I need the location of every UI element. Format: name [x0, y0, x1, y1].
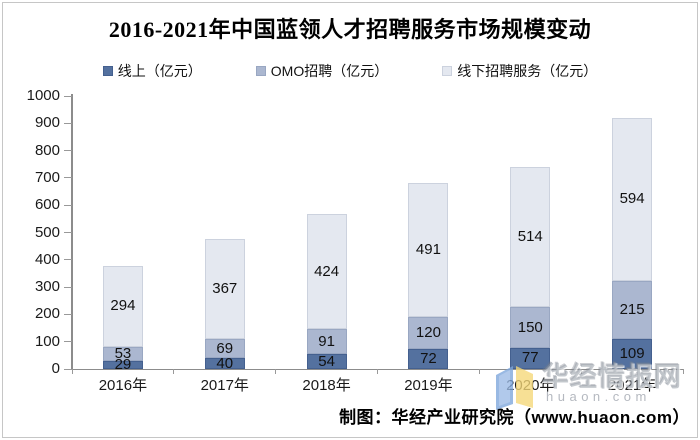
- x-tick-mark: [377, 369, 378, 374]
- legend: 线上（亿元） OMO招聘（亿元） 线下招聘服务（亿元）: [0, 61, 700, 81]
- bar-segment-2: [510, 166, 551, 308]
- bar-value-label: 69: [216, 339, 234, 357]
- bar-value-label: 40: [216, 354, 234, 372]
- legend-swatch-icon: [255, 66, 266, 76]
- y-tick-label: 800: [34, 141, 60, 159]
- y-tick-label: 0: [51, 360, 60, 377]
- legend-label: 线上（亿元）: [117, 63, 202, 79]
- y-tick-label: 200: [34, 305, 60, 323]
- bar-segment-0: [612, 339, 653, 369]
- y-tick-mark: [64, 122, 72, 124]
- bar-value-label: 150: [517, 318, 543, 336]
- x-category-label: 2021年: [607, 377, 657, 394]
- y-tick-mark: [64, 313, 72, 315]
- y-tick-label: 500: [34, 223, 60, 241]
- y-tick-mark: [64, 368, 72, 370]
- bar-value-label: 514: [517, 227, 543, 245]
- y-tick-label: 300: [34, 278, 60, 296]
- y-tick-label: 600: [34, 196, 60, 214]
- legend-item-2: 线下招聘服务（亿元）: [442, 61, 597, 81]
- bar-segment-2: [204, 239, 245, 340]
- y-tick-mark: [64, 204, 72, 206]
- bar-value-label: 120: [415, 323, 441, 341]
- x-tick-mark: [173, 369, 175, 374]
- bar-segment-1: [306, 329, 347, 355]
- bar-segment-0: [306, 354, 347, 369]
- bar-value-label: 72: [420, 350, 437, 368]
- y-tick-label: 900: [34, 114, 60, 132]
- bar-segment-2: [306, 213, 347, 330]
- bar-value-label: 77: [521, 349, 539, 367]
- y-tick-mark: [64, 259, 72, 261]
- x-tick-mark: [478, 369, 480, 374]
- bar-segment-1: [102, 346, 143, 362]
- legend-label: 线下招聘服务（亿元）: [457, 63, 598, 79]
- x-category-label: 2016年: [98, 377, 148, 394]
- bar-segment-2: [102, 266, 143, 347]
- bar-value-label: 215: [619, 300, 645, 318]
- bar-segment-0: [102, 361, 143, 369]
- y-tick-mark: [64, 150, 72, 152]
- bar-value-label: 294: [110, 297, 136, 315]
- y-tick-label: 400: [34, 250, 60, 268]
- bar-segment-0: [204, 358, 245, 369]
- x-category-label: 2020年: [506, 377, 555, 394]
- x-tick-mark: [275, 369, 277, 374]
- x-tick-mark: [682, 369, 684, 374]
- bar-segment-1: [408, 316, 449, 350]
- legend-swatch-icon: [442, 66, 453, 76]
- bar-value-label: 594: [619, 190, 645, 208]
- credit-line: 制图：华经产业研究院（www.huaon.com）: [339, 408, 690, 427]
- bar-segment-1: [510, 307, 551, 348]
- y-tick-mark: [64, 177, 72, 179]
- x-category-label: 2019年: [404, 377, 453, 394]
- y-tick-mark: [64, 341, 72, 343]
- legend-item-0: 线上（亿元）: [102, 61, 202, 81]
- legend-item-1: OMO招聘（亿元）: [255, 61, 389, 81]
- bar-value-label: 109: [619, 345, 645, 363]
- legend-swatch-icon: [102, 66, 113, 76]
- y-tick-label: 1000: [26, 87, 60, 104]
- bar-segment-1: [204, 339, 245, 359]
- x-tick-mark: [580, 369, 582, 374]
- bar-value-label: 91: [318, 332, 335, 350]
- bar-segment-2: [612, 118, 653, 281]
- bar-value-label: 29: [114, 356, 132, 374]
- bar-segment-0: [408, 349, 449, 369]
- bar-value-label: 54: [318, 352, 335, 370]
- y-tick-mark: [64, 232, 72, 233]
- y-tick-label: 700: [34, 168, 60, 186]
- bar-value-label: 53: [114, 344, 132, 362]
- x-tick-mark: [71, 369, 73, 374]
- bar-value-label: 367: [212, 280, 238, 298]
- y-tick-mark: [64, 286, 72, 288]
- bar-value-label: 424: [314, 262, 340, 280]
- bar-segment-2: [408, 182, 449, 317]
- bar-value-label: 491: [415, 240, 441, 258]
- legend-label: OMO招聘（亿元）: [270, 63, 389, 79]
- x-category-label: 2018年: [302, 377, 351, 394]
- y-tick-mark: [64, 95, 72, 97]
- x-category-label: 2017年: [200, 377, 249, 394]
- bar-segment-1: [612, 280, 653, 340]
- chart-title: 2016-2021年中国蓝领人才招聘服务市场规模变动: [108, 17, 592, 42]
- y-tick-label: 100: [34, 332, 60, 350]
